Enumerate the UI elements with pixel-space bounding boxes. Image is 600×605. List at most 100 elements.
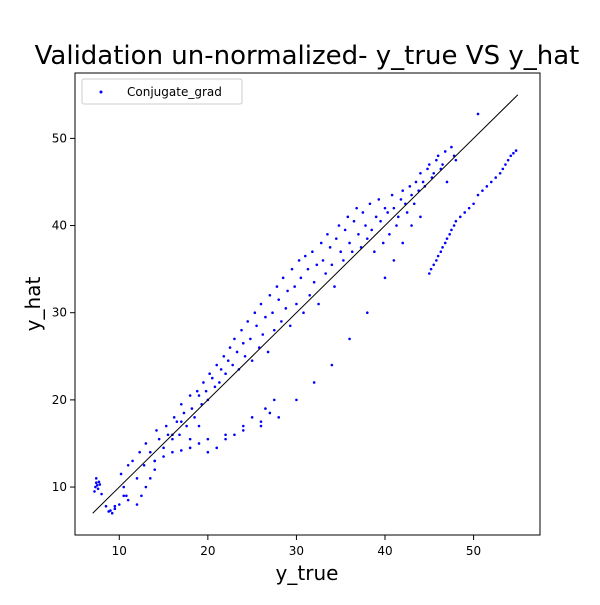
data-point (315, 263, 319, 267)
data-point (504, 163, 507, 166)
data-point (443, 150, 447, 153)
data-point (365, 237, 369, 240)
data-point (162, 455, 165, 458)
data-point (293, 285, 296, 288)
data-point (414, 180, 418, 184)
data-point (330, 363, 334, 367)
data-point (210, 376, 214, 380)
chart-title: Validation un-normalized- y_true VS y_ha… (35, 41, 580, 71)
data-point (261, 333, 265, 336)
legend-box (81, 78, 243, 105)
data-point (290, 267, 294, 271)
data-point (324, 272, 327, 275)
y-tick-label: 30 (52, 306, 67, 320)
data-point (98, 483, 102, 486)
data-point (445, 237, 449, 240)
data-point (226, 359, 230, 362)
data-point (215, 446, 219, 450)
data-point (188, 446, 192, 450)
data-point (333, 285, 336, 288)
reference-line (92, 94, 519, 514)
data-point (317, 302, 320, 306)
x-axis-ticks: 10 20 30 40 50 (112, 535, 481, 558)
data-point (204, 389, 208, 393)
data-point (135, 503, 139, 506)
data-point (392, 206, 396, 210)
data-point (94, 485, 97, 489)
data-point (321, 259, 325, 262)
data-point (501, 167, 505, 171)
data-point (104, 504, 108, 508)
x-tick-label: 10 (112, 544, 127, 558)
data-point (171, 437, 174, 441)
legend: Conjugate_grad (81, 78, 243, 105)
data-point (506, 158, 510, 162)
data-point (179, 449, 183, 452)
data-point (346, 215, 350, 219)
data-point (427, 272, 431, 275)
data-point (277, 416, 281, 419)
data-point (299, 276, 303, 280)
data-point (512, 151, 515, 155)
data-point (195, 389, 199, 393)
data-point (401, 189, 405, 192)
data-point (241, 424, 245, 428)
data-point (452, 224, 456, 227)
data-point (253, 311, 257, 315)
data-point (94, 481, 98, 484)
data-point (450, 145, 453, 149)
data-point (311, 250, 314, 253)
data-point (450, 228, 453, 232)
data-point (241, 429, 245, 432)
data-point (435, 259, 438, 262)
data-point (337, 224, 341, 227)
data-point (445, 180, 449, 184)
data-point (268, 411, 272, 415)
data-point (357, 232, 360, 236)
data-point (330, 263, 334, 267)
data-point (509, 154, 513, 158)
data-point (288, 324, 292, 328)
data-point (171, 450, 174, 454)
data-point (182, 411, 186, 415)
data-point (410, 224, 413, 227)
data-point (272, 328, 276, 332)
data-point (439, 250, 443, 253)
data-point (94, 477, 98, 480)
data-point (96, 487, 100, 491)
data-point (348, 241, 351, 245)
data-point (342, 259, 345, 262)
data-point (419, 171, 422, 175)
data-point (224, 372, 227, 376)
data-point (250, 416, 254, 419)
data-point (472, 202, 475, 206)
data-point (390, 193, 394, 197)
data-point (107, 510, 110, 513)
data-point (436, 154, 440, 158)
data-point (368, 202, 372, 206)
data-point (386, 211, 389, 214)
data-point (343, 228, 347, 232)
data-point (379, 219, 382, 223)
data-point (202, 381, 205, 384)
y-tick-label: 20 (52, 393, 67, 407)
data-point (131, 459, 134, 463)
data-point (410, 193, 413, 197)
data-point (193, 416, 196, 419)
data-point (250, 359, 254, 362)
data-point (277, 298, 281, 301)
data-point (122, 494, 126, 498)
data-point (233, 337, 236, 341)
data-point (190, 407, 194, 410)
data-point (328, 246, 332, 249)
data-point (246, 320, 250, 323)
data-point (463, 211, 467, 214)
data-point (213, 385, 217, 389)
data-point (97, 480, 101, 484)
data-point (259, 302, 263, 306)
data-point (326, 232, 329, 236)
data-point (93, 490, 96, 493)
data-point (231, 363, 234, 367)
x-axis-label: y_true (276, 561, 339, 585)
